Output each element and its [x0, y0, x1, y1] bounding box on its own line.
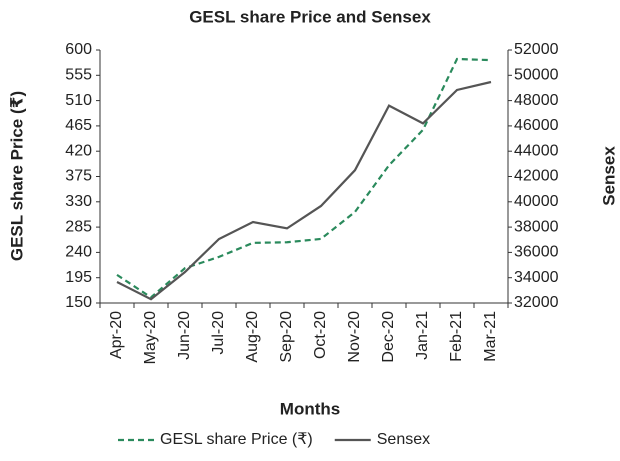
- y-tick-label: 240: [65, 244, 92, 261]
- y2-tick-label: 46000: [514, 117, 559, 134]
- y-tick-label: 150: [65, 294, 92, 311]
- y-tick-label: 420: [65, 142, 92, 159]
- y2-tick-label: 36000: [514, 244, 559, 261]
- x-tick-label: Aug-20: [244, 311, 261, 363]
- x-tick-label: Apr-20: [108, 311, 125, 359]
- y2-tick-label: 40000: [514, 193, 559, 210]
- y2-tick-label: 50000: [514, 67, 559, 84]
- x-tick-label: Mar-21: [482, 311, 499, 362]
- y-tick-label: 510: [65, 92, 92, 109]
- x-tick-label: Sep-20: [278, 311, 295, 363]
- y2-tick-label: 48000: [514, 92, 559, 109]
- y2-tick-label: 32000: [514, 294, 559, 311]
- y2-tick-label: 38000: [514, 218, 559, 235]
- x-tick-label: Nov-20: [346, 311, 363, 363]
- y2-tick-label: 44000: [514, 142, 559, 159]
- y-tick-label: 465: [65, 117, 92, 134]
- x-tick-label: Jun-20: [176, 311, 193, 360]
- y-tick-label: 600: [65, 41, 92, 58]
- x-axis-title: Months: [280, 399, 340, 418]
- x-tick-label: Dec-20: [380, 311, 397, 363]
- y-tick-label: 555: [65, 67, 92, 84]
- y-tick-label: 330: [65, 193, 92, 210]
- legend-label: Sensex: [377, 431, 430, 448]
- legend-label: GESL share Price (₹): [160, 431, 313, 448]
- y2-axis-title: Sensex: [599, 146, 618, 206]
- series-line: [116, 57, 492, 299]
- x-tick-label: May-20: [142, 311, 159, 364]
- y2-tick-label: 52000: [514, 41, 559, 58]
- series-line: [116, 80, 492, 301]
- x-tick-label: Oct-20: [312, 311, 329, 359]
- y2-tick-label: 34000: [514, 269, 559, 286]
- y2-tick-label: 42000: [514, 168, 559, 185]
- x-tick-label: Jul-20: [210, 311, 227, 355]
- y-tick-label: 375: [65, 168, 92, 185]
- y-tick-label: 285: [65, 218, 92, 235]
- x-tick-label: Feb-21: [448, 311, 465, 362]
- y-axis-title: GESL share Price (₹): [7, 91, 26, 261]
- x-tick-label: Jan-21: [414, 311, 431, 360]
- y-tick-label: 195: [65, 269, 92, 286]
- chart-title: GESL share Price and Sensex: [189, 7, 431, 26]
